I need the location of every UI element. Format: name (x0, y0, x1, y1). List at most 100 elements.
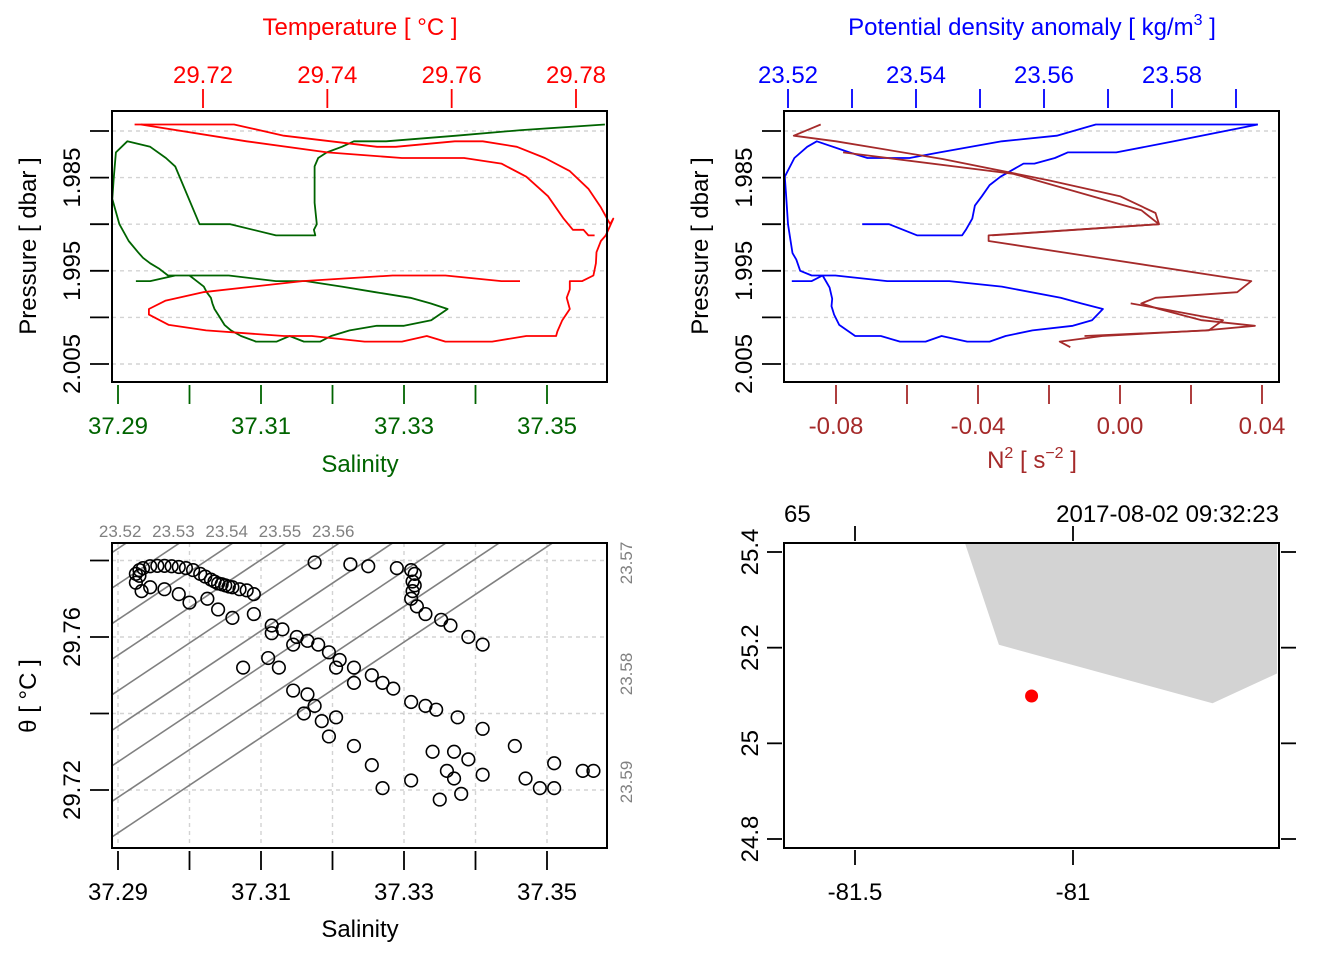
n2-axis-title-n: N (987, 447, 1004, 474)
density-axis-title: Potential density anomaly [ kg/m3 ] (848, 12, 1216, 41)
isopycnal-line (112, 543, 128, 554)
ts-data-point (164, 559, 179, 574)
salinity-axis-tick-label: 37.33 (374, 413, 434, 440)
ts-data-point (439, 763, 455, 778)
ts-data-point (518, 771, 533, 786)
density-axis-tick-label: 23.54 (886, 62, 946, 89)
ts-data-point (314, 714, 329, 729)
ts-data-point (239, 583, 254, 598)
ts-data-point (286, 683, 301, 698)
pressure-axis-tick-label: 2.005 (59, 334, 86, 394)
n2-profile-line (842, 151, 1160, 237)
ts-data-point (286, 637, 301, 652)
ts-data-point (450, 710, 465, 725)
density-axis-title-close: ] (1203, 14, 1216, 41)
ts-data-point (321, 729, 337, 744)
ts-diagram-frame (111, 542, 608, 849)
n2-axis-title-unit-close: ] (1064, 447, 1077, 474)
ts-data-point (182, 595, 197, 610)
ts-data-point (232, 582, 247, 597)
ts-data-point (407, 566, 422, 581)
density-profile-line (862, 123, 1258, 237)
ts-data-point (375, 780, 390, 796)
ts-data-point (307, 698, 322, 713)
ts-diagram-panel: 23.52 23.53 23.54 23.55 23.56 23.57 23.58 23.59… (15, 522, 636, 943)
isopycnal-line (112, 543, 395, 732)
temperature-axis-tick-label: 29.78 (546, 62, 606, 89)
coastline (964, 543, 1277, 704)
ts-data-point (586, 763, 601, 778)
theta-axis-title: θ [ °C ] (15, 659, 42, 733)
station-marker (1025, 689, 1039, 703)
ts-data-point (271, 660, 286, 675)
isopycnal-line (112, 543, 235, 625)
ts-data-point (171, 587, 186, 602)
ts-data-point (446, 744, 462, 759)
ts-data-point (132, 568, 147, 583)
ts-data-point (346, 660, 362, 675)
ts-data-point (328, 660, 344, 675)
ts-diagram-grid (112, 543, 607, 848)
pressure-axis-title: Pressure [ dbar ] (15, 157, 42, 334)
ts-data-point (134, 583, 149, 599)
ts-data-point (157, 558, 172, 573)
theta-axis-tick-label: 29.72 (59, 760, 86, 820)
ts-data-point (418, 606, 433, 622)
pressure-axis-tick-label: 2.005 (731, 334, 758, 394)
isopycnal-label: 23.53 (152, 522, 195, 541)
ts-data-point (443, 618, 458, 633)
ts-profile-panel: Temperature [ °C ] 37.29 37.31 37.33 37.35 2… (15, 14, 615, 478)
latitude-tick-label: 25.4 (737, 529, 764, 576)
density-profile-line (783, 123, 1258, 343)
station-map-panel: 65 2017-08-02 09:32:23 -81.5 -81 25.4 25.2 2… (737, 501, 1296, 906)
ts-data-point (200, 591, 215, 606)
ts-data-point (178, 561, 194, 576)
n2-profile-line (1084, 302, 1224, 337)
ts-data-point (296, 706, 312, 721)
pressure-axis-tick-label: 1.995 (731, 241, 758, 301)
ts-data-point (475, 637, 490, 652)
density-n2-lines (783, 123, 1258, 348)
ts-profile-grid (112, 130, 607, 365)
ts-data-point (236, 660, 251, 675)
ts-data-point (321, 645, 337, 660)
ts-profile-lines (111, 123, 615, 343)
ts-data-point (157, 582, 172, 597)
station-marker-group (1025, 689, 1039, 703)
n2-axis-title-sup: 2 (1004, 445, 1013, 462)
ts-data-point (346, 738, 362, 754)
ts-data-point (364, 758, 379, 773)
ts-data-point (361, 559, 376, 574)
ts-profile-frame (111, 110, 608, 383)
density-axis-title-text: Potential density anomaly [ kg/m (848, 14, 1194, 41)
salinity-axis-tick-label: 37.35 (517, 879, 577, 906)
temperature-profile-line (140, 123, 595, 237)
ts-data-point (328, 710, 344, 725)
ts-data-point (404, 773, 419, 788)
ts-diagram-xlabel: Salinity (321, 916, 398, 943)
station-time-label: 2017-08-02 09:32:23 (1056, 501, 1279, 528)
ts-data-point (246, 606, 261, 622)
ts-data-point (264, 626, 279, 641)
pressure-axis-title-2: Pressure [ dbar ] (687, 157, 714, 334)
n2-profile-line (792, 123, 1256, 348)
ts-data-point (429, 702, 444, 717)
isopycnal-line (112, 543, 448, 767)
temperature-axis-title: Temperature [ °C ] (263, 14, 458, 41)
ts-data-point (211, 602, 226, 617)
n2-axis-tick-label: -0.08 (809, 413, 864, 440)
density-axis-tick-label: 23.56 (1014, 62, 1074, 89)
ts-data-point (532, 780, 547, 796)
ts-data-point (389, 561, 404, 576)
n2-axis-tick-label: 0.00 (1097, 413, 1144, 440)
ts-data-point (300, 687, 315, 702)
ts-data-point (475, 767, 490, 782)
ts-data-point (346, 675, 362, 691)
ts-data-point (171, 559, 186, 575)
isopycnal-label: 23.58 (617, 653, 636, 696)
ts-data-point (143, 559, 158, 574)
ts-data-point (547, 756, 562, 771)
n2-axis-tick-label: 0.04 (1239, 413, 1286, 440)
salinity-axis-title: Salinity (321, 451, 398, 478)
isopycnal-label: 23.54 (205, 522, 248, 541)
